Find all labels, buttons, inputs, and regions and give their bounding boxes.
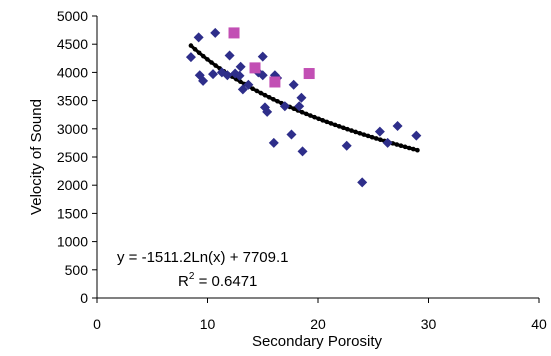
y-tick-label: 2500 bbox=[57, 149, 88, 165]
y-axis-title: Velocity of Sound bbox=[28, 99, 45, 215]
trendline-dot bbox=[324, 119, 330, 125]
trendline-dot bbox=[250, 86, 255, 91]
data-point-square bbox=[249, 62, 261, 74]
r-squared-value: = 0.6471 bbox=[194, 273, 257, 290]
data-point-diamond bbox=[208, 69, 219, 80]
trendline-dot bbox=[275, 98, 280, 104]
trendline-dot bbox=[336, 124, 342, 129]
data-point-diamond bbox=[198, 75, 209, 86]
y-tick-label: 5000 bbox=[57, 8, 88, 24]
y-tick-label: 0 bbox=[80, 290, 88, 306]
data-point-diamond bbox=[297, 146, 308, 157]
data-point-diamond bbox=[222, 70, 233, 81]
trendline-dot bbox=[196, 50, 202, 56]
trendline-dot bbox=[254, 88, 260, 94]
trendline-dot bbox=[415, 147, 420, 153]
data-point-diamond bbox=[411, 130, 422, 141]
trendline-dot bbox=[411, 146, 416, 152]
data-point-diamond bbox=[294, 101, 305, 112]
data-point-diamond bbox=[210, 27, 221, 38]
trendline-dot bbox=[394, 142, 400, 147]
trendline-equation: y = -1511.2Ln(x) + 7709.1 bbox=[117, 249, 289, 266]
y-tick-label: 1500 bbox=[57, 205, 88, 221]
trendline-dot bbox=[308, 113, 313, 118]
data-point-square bbox=[303, 68, 315, 80]
axes bbox=[92, 15, 540, 303]
y-tick-label: 4500 bbox=[57, 36, 88, 52]
trendline-dot bbox=[361, 132, 367, 137]
tick-labels: 0 500 1000 1500 2000 2500 3000 3500 4000 4500 5000… bbox=[57, 8, 547, 332]
data-point-diamond bbox=[382, 137, 393, 148]
trendline-dot bbox=[291, 106, 297, 111]
data-point-diamond bbox=[279, 101, 290, 112]
trendline-dot bbox=[238, 79, 243, 84]
trendline-dot bbox=[373, 136, 379, 141]
trendline-dot bbox=[262, 92, 268, 98]
data-point-diamond bbox=[257, 51, 268, 62]
data-point-square bbox=[269, 76, 281, 88]
y-tick-label: 3000 bbox=[57, 121, 88, 137]
x-tick-label: 0 bbox=[93, 316, 101, 332]
data-point-diamond bbox=[288, 79, 299, 90]
trendline-dot bbox=[328, 121, 334, 126]
y-tick-label: 1000 bbox=[57, 234, 88, 250]
y-tick-label: 3500 bbox=[57, 93, 88, 109]
x-tick-label: 10 bbox=[200, 316, 216, 332]
trendline-dot bbox=[258, 90, 264, 96]
trendline-dot bbox=[209, 60, 214, 65]
data-point-diamond bbox=[286, 129, 297, 140]
y-tick-label: 500 bbox=[65, 262, 89, 278]
trendline-dot bbox=[345, 126, 350, 132]
y-tick-label: 2000 bbox=[57, 177, 88, 193]
trendline-dot bbox=[213, 63, 218, 68]
trendline-dot bbox=[312, 114, 317, 120]
trendline-dot bbox=[365, 133, 371, 139]
data-point-diamond bbox=[262, 106, 273, 117]
data-point-diamond bbox=[224, 50, 235, 61]
data-point-diamond bbox=[341, 140, 352, 151]
data-point-diamond bbox=[374, 126, 385, 137]
trendline-dot bbox=[398, 143, 404, 149]
data-point-diamond bbox=[268, 137, 279, 148]
trendline-dot bbox=[406, 145, 412, 151]
data-point-diamond bbox=[234, 70, 245, 81]
trendline-dot bbox=[271, 96, 276, 102]
trendline-dot bbox=[316, 116, 321, 122]
x-tick-label: 40 bbox=[531, 316, 547, 332]
trendline-dot bbox=[357, 131, 363, 136]
trendline-dot bbox=[320, 118, 326, 123]
trendline-dot bbox=[402, 144, 408, 150]
trendline-dot bbox=[303, 111, 309, 117]
trendline-dot bbox=[378, 137, 383, 143]
data-point-diamond bbox=[357, 177, 368, 188]
trendline-dot bbox=[205, 57, 210, 62]
r-squared-base: R bbox=[178, 273, 189, 290]
data-point-diamond bbox=[296, 92, 307, 103]
data-point-diamond bbox=[392, 120, 403, 131]
x-tick-label: 20 bbox=[310, 316, 326, 332]
trendline-dot bbox=[266, 94, 272, 100]
data-point-diamond bbox=[185, 52, 196, 63]
trendline-dot bbox=[332, 122, 338, 128]
r-squared-exponent: 2 bbox=[189, 271, 195, 282]
trendline-dot bbox=[369, 134, 375, 140]
trendline-dot bbox=[188, 43, 194, 48]
data-point-square bbox=[228, 27, 240, 39]
y-tick-label: 4000 bbox=[57, 64, 88, 80]
trendline-dot bbox=[200, 53, 206, 59]
trendline-dot bbox=[341, 125, 346, 131]
x-tick-label: 30 bbox=[421, 316, 437, 332]
data-point-diamond bbox=[193, 32, 204, 43]
r-squared-label: R2 = 0.6471 bbox=[178, 271, 257, 290]
trendline-dot bbox=[299, 109, 305, 115]
trendline-dot bbox=[349, 128, 354, 133]
data-point-diamond bbox=[235, 61, 246, 72]
data-point-diamond bbox=[237, 84, 248, 95]
data-points bbox=[185, 27, 422, 188]
trendline-dot bbox=[192, 46, 198, 52]
x-axis-title: Secondary Porosity bbox=[252, 333, 383, 350]
trendline-dot bbox=[353, 129, 358, 135]
data-point-diamond bbox=[243, 79, 254, 90]
